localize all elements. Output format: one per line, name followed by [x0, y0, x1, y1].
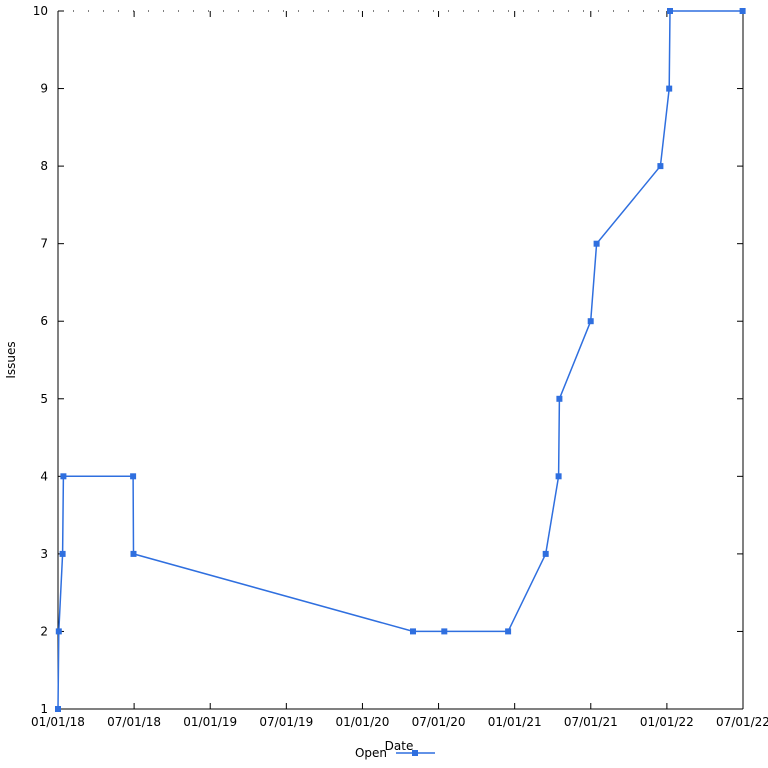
x-tick-label: 07/01/18	[107, 715, 161, 729]
legend: Open	[355, 746, 435, 760]
x-tick-label: 01/01/21	[488, 715, 542, 729]
data-point	[441, 628, 448, 635]
data-point	[410, 628, 416, 635]
legend-marker-open	[412, 750, 418, 756]
data-point	[542, 550, 549, 557]
data-point	[59, 550, 66, 557]
y-tick-label: 10	[33, 4, 48, 18]
series-line-open	[57, 10, 743, 710]
data-point	[505, 628, 512, 635]
y-axis-ticks: 1 2 3 4 5 6 7 8 9 10	[33, 4, 743, 716]
y-tick-label: 5	[40, 392, 48, 406]
x-axis-label: Date	[385, 739, 414, 753]
y-tick-label: 8	[40, 159, 48, 173]
y-tick-label: 1	[40, 702, 48, 716]
data-point	[667, 8, 673, 14]
x-tick-label: 07/01/19	[259, 715, 313, 729]
x-tick-label: 01/01/19	[183, 715, 237, 729]
data-point	[739, 8, 746, 14]
data-point	[587, 318, 594, 325]
data-point	[555, 473, 562, 480]
x-tick-label: 01/01/20	[335, 715, 389, 729]
y-tick-label: 2	[40, 624, 48, 638]
data-point	[657, 163, 664, 170]
y-tick-label: 4	[40, 469, 48, 483]
data-point	[130, 550, 137, 557]
data-point	[666, 85, 673, 92]
data-point	[130, 473, 137, 480]
x-tick-label: 07/01/21	[564, 715, 618, 729]
y-tick-label: 9	[40, 82, 48, 96]
legend-label-open: Open	[355, 746, 387, 760]
y-tick-label: 3	[40, 547, 48, 561]
series-layer	[55, 8, 746, 712]
x-tick-label: 07/01/22	[716, 715, 768, 729]
x-tick-label: 07/01/20	[412, 715, 466, 729]
x-tick-label: 01/01/18	[31, 715, 85, 729]
y-tick-label: 7	[40, 237, 48, 251]
x-tick-label: 01/01/22	[640, 715, 694, 729]
y-axis-label: Issues	[4, 341, 18, 378]
data-point	[593, 240, 600, 247]
plot-frame	[57, 10, 744, 710]
data-point	[60, 473, 67, 480]
x-axis-ticks: 01/01/18 07/01/18 01/01/19 07/01/19 01/01/20…	[31, 11, 768, 729]
data-point	[55, 706, 61, 712]
y-tick-label: 6	[40, 314, 48, 328]
data-point	[556, 395, 563, 402]
data-point	[55, 628, 62, 635]
